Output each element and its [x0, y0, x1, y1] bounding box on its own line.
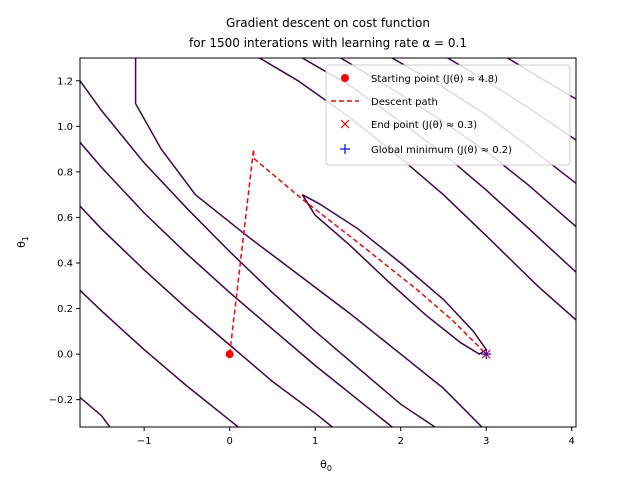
starting-point-marker: [225, 350, 234, 359]
legend-global-min-label: Global minimum (J(θ) ≈ 0.2): [371, 145, 512, 156]
chart-title-line-2: for 1500 interations with learning rate …: [189, 36, 467, 50]
x-tick-label: 4: [569, 436, 575, 447]
legend: Starting point (J(θ) ≈ 4.8) Descent path…: [325, 64, 571, 166]
legend-end-marker: [340, 119, 350, 129]
contour-line-2: [134, 58, 483, 427]
contour-line-3: [259, 58, 576, 321]
x-tick-label: −1: [137, 436, 152, 447]
y-tick-label: 1.2: [57, 76, 73, 87]
global-minimum-marker: [481, 349, 492, 360]
x-axis-label-subscript: 0: [327, 464, 332, 473]
y-tick-label: 0.8: [57, 167, 73, 178]
y-tick-label: 0.0: [57, 350, 73, 361]
contour-line-12: [80, 396, 111, 427]
x-axis-label-symbol: θ: [320, 458, 327, 471]
contour-line-1: [301, 194, 488, 355]
y-tick-label: 1.0: [57, 122, 73, 133]
y-axis-label: θ1: [15, 236, 30, 248]
y-axis-label-subscript: 1: [21, 236, 30, 241]
contour-line-6: [80, 141, 393, 427]
x-tick-label: 2: [398, 436, 404, 447]
x-axis-label: θ0: [320, 458, 332, 473]
plot-frame: [79, 57, 577, 428]
descent-path-line: [228, 149, 487, 355]
y-axis-label-symbol: θ: [15, 241, 28, 248]
legend-start-marker: [341, 74, 349, 82]
x-tick-label: 0: [226, 436, 232, 447]
legend-start-label: Starting point (J(θ) ≈ 4.8): [371, 74, 498, 85]
contour-line-10: [80, 289, 239, 427]
series-layer: [225, 149, 492, 360]
legend-end-label: End point (J(θ) ≈ 0.3): [371, 120, 477, 131]
legend-box: [325, 64, 571, 166]
y-tick-label: 0.4: [57, 259, 73, 270]
y-tick-label: −0.2: [49, 395, 73, 406]
contour-line-8: [80, 205, 333, 427]
y-axis-ticks: −0.2 0.0 0.2 0.4 0.6 0.8 1.0 1.2: [49, 76, 80, 406]
chart-title-line-1: Gradient descent on cost function: [226, 16, 430, 30]
contour-line-4: [80, 80, 436, 427]
x-tick-label: 3: [483, 436, 489, 447]
x-tick-label: 1: [312, 436, 318, 447]
x-axis-ticks: −1 0 1 2 3 4: [137, 427, 575, 447]
legend-global-min-marker: [340, 144, 350, 154]
y-tick-label: 0.6: [57, 213, 73, 224]
y-tick-label: 0.2: [57, 304, 73, 315]
legend-path-label: Descent path: [371, 97, 438, 108]
